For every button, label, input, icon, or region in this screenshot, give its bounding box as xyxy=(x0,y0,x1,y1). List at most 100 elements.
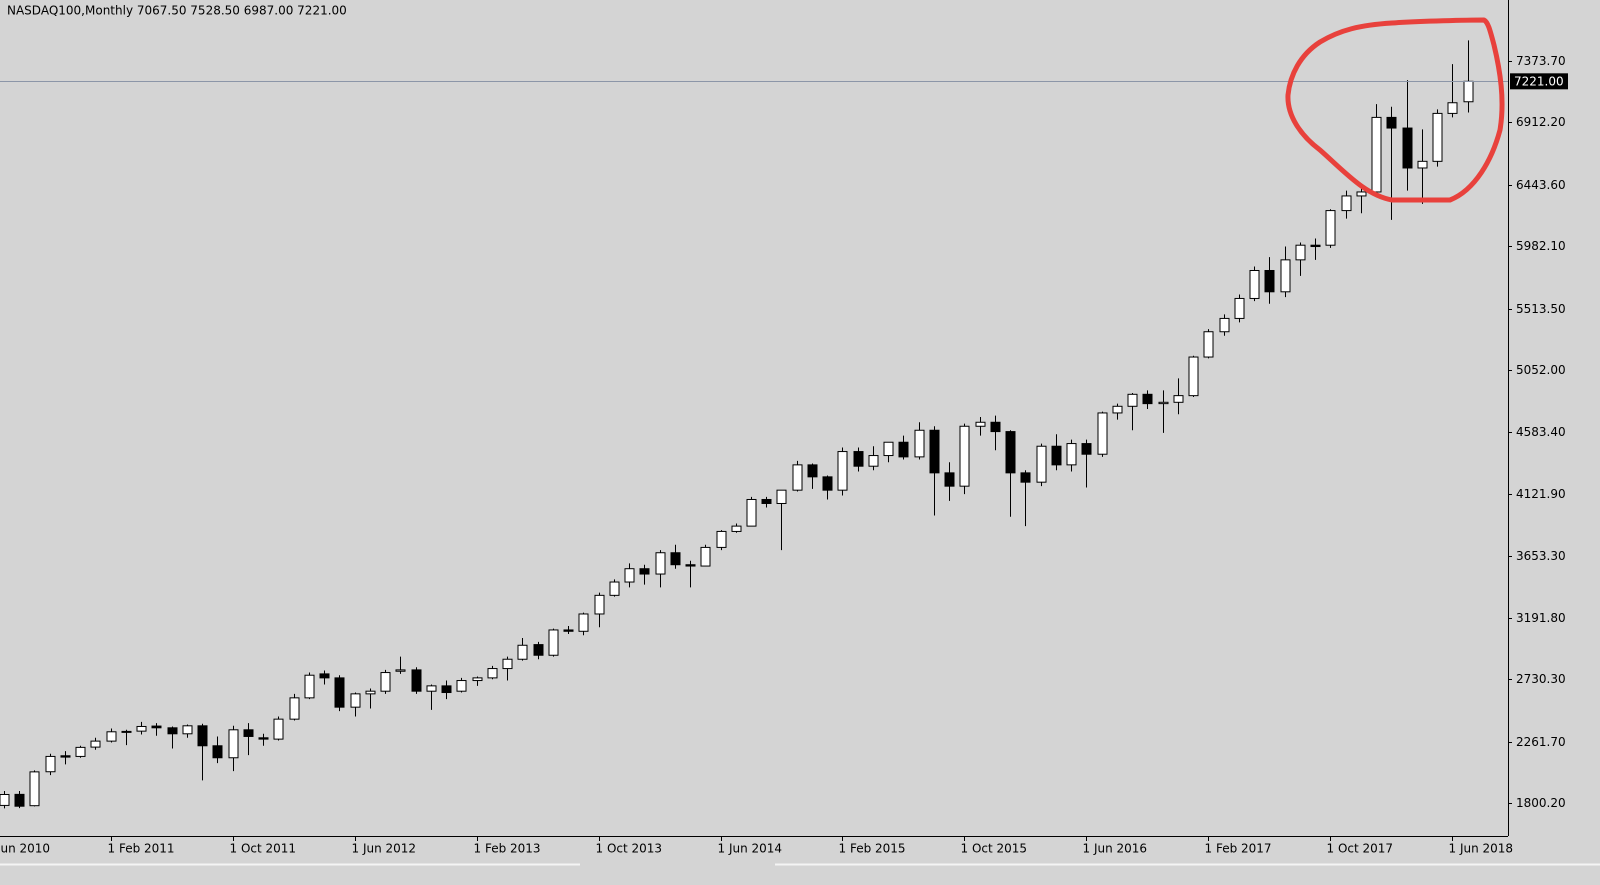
candle-body xyxy=(380,672,391,692)
candle-body xyxy=(1234,297,1245,319)
candle-body xyxy=(167,727,178,735)
candle-body xyxy=(914,429,925,458)
candle-body xyxy=(1097,412,1108,455)
x-tick-label: 1 Oct 2013 xyxy=(596,842,663,856)
candle-body xyxy=(807,464,818,478)
candle-body xyxy=(1203,331,1214,358)
y-tick-label: 5982.10 xyxy=(1516,239,1566,253)
candle-body xyxy=(45,755,56,773)
candle-body xyxy=(304,674,315,699)
x-tick-label: 1 Feb 2017 xyxy=(1205,842,1272,856)
candle-body xyxy=(1356,191,1367,197)
candle-body xyxy=(990,421,1001,433)
candle-body xyxy=(868,455,879,467)
plot-area xyxy=(0,40,1508,809)
candle-body xyxy=(426,685,437,692)
candle-body xyxy=(1417,160,1428,169)
y-tick-label: 1800.20 xyxy=(1516,796,1566,810)
last-price-label: 7221.00 xyxy=(1514,74,1564,88)
x-tick-label: 1 Oct 2011 xyxy=(230,842,297,856)
candle-body xyxy=(761,498,772,504)
candle-body xyxy=(90,740,101,748)
candle-body xyxy=(182,725,193,735)
candle-body xyxy=(837,451,848,491)
candle-body xyxy=(533,644,544,656)
candle-body xyxy=(395,669,406,672)
candle-body xyxy=(1142,393,1153,405)
candle-body xyxy=(1127,393,1138,407)
candle-body xyxy=(883,441,894,457)
candle-body xyxy=(365,690,376,695)
candle-body xyxy=(776,489,787,504)
candle-body xyxy=(1051,445,1062,466)
candle-body xyxy=(75,746,86,757)
candle-body xyxy=(0,794,10,806)
candle-body xyxy=(1386,116,1397,129)
candle-body xyxy=(1402,127,1413,169)
candle-body xyxy=(60,755,71,758)
y-tick-label: 5052.00 xyxy=(1516,363,1566,377)
candle-body xyxy=(151,725,162,729)
candle-body xyxy=(243,729,254,737)
candle-body xyxy=(1005,431,1016,474)
y-tick-label: 4121.90 xyxy=(1516,487,1566,501)
candle-body xyxy=(898,441,909,458)
x-tick-label: 1 Jun 2014 xyxy=(718,842,783,856)
candle-body xyxy=(472,677,483,682)
candle-body xyxy=(1371,116,1382,193)
candle-body xyxy=(853,451,864,467)
candle-body xyxy=(487,668,498,679)
candle-body xyxy=(106,731,117,742)
candle-body xyxy=(1112,405,1123,414)
candle-body xyxy=(1081,443,1092,455)
candle-body xyxy=(716,530,727,548)
candle-body xyxy=(197,725,208,747)
candle-body xyxy=(548,629,559,656)
candle-body xyxy=(822,476,833,491)
x-tick-label: 1 Oct 2015 xyxy=(961,842,1028,856)
candle-body xyxy=(121,730,132,733)
y-tick-label: 6443.60 xyxy=(1516,178,1566,192)
y-tick-label: 2730.30 xyxy=(1516,672,1566,686)
y-tick-label: 6912.20 xyxy=(1516,115,1566,129)
candle-body xyxy=(563,629,574,632)
candle-body xyxy=(228,729,239,759)
candle-body xyxy=(1219,317,1230,333)
candle-body xyxy=(1249,269,1260,299)
candle-body xyxy=(959,425,970,487)
x-tick-label: 1 Feb 2013 xyxy=(474,842,541,856)
candle-body xyxy=(289,697,300,720)
candle-body xyxy=(456,680,467,692)
candle-body xyxy=(792,464,803,491)
x-tick-label: 1 Feb 2015 xyxy=(839,842,906,856)
x-tick-label: 1 Jun 2012 xyxy=(352,842,417,856)
candle-body xyxy=(136,725,147,732)
candle-body xyxy=(1020,472,1031,483)
candle-body xyxy=(700,546,711,567)
candle-body xyxy=(609,581,620,596)
y-tick-label: 2261.70 xyxy=(1516,735,1566,749)
y-tick-label: 5513.50 xyxy=(1516,302,1566,316)
candle-body xyxy=(14,793,25,807)
candle-body xyxy=(1310,244,1321,248)
candle-body xyxy=(685,564,696,567)
candle-body xyxy=(319,673,330,679)
annotation-circle xyxy=(1285,17,1505,203)
x-tick-label: 1 Jun 2016 xyxy=(1083,842,1148,856)
candle-body xyxy=(441,685,452,694)
candle-body xyxy=(1447,102,1458,114)
candle-body xyxy=(1036,445,1047,483)
candle-body xyxy=(624,568,635,583)
candle-body xyxy=(502,658,513,670)
candle-body xyxy=(258,737,269,740)
y-tick-label: 3191.80 xyxy=(1516,611,1566,625)
candle-body xyxy=(1264,269,1275,293)
candle-body xyxy=(639,568,650,575)
candle-body xyxy=(1432,112,1443,162)
candle-body xyxy=(29,771,40,807)
candle-body xyxy=(517,644,528,660)
candle-body xyxy=(273,718,284,740)
candle-body xyxy=(1158,401,1169,405)
